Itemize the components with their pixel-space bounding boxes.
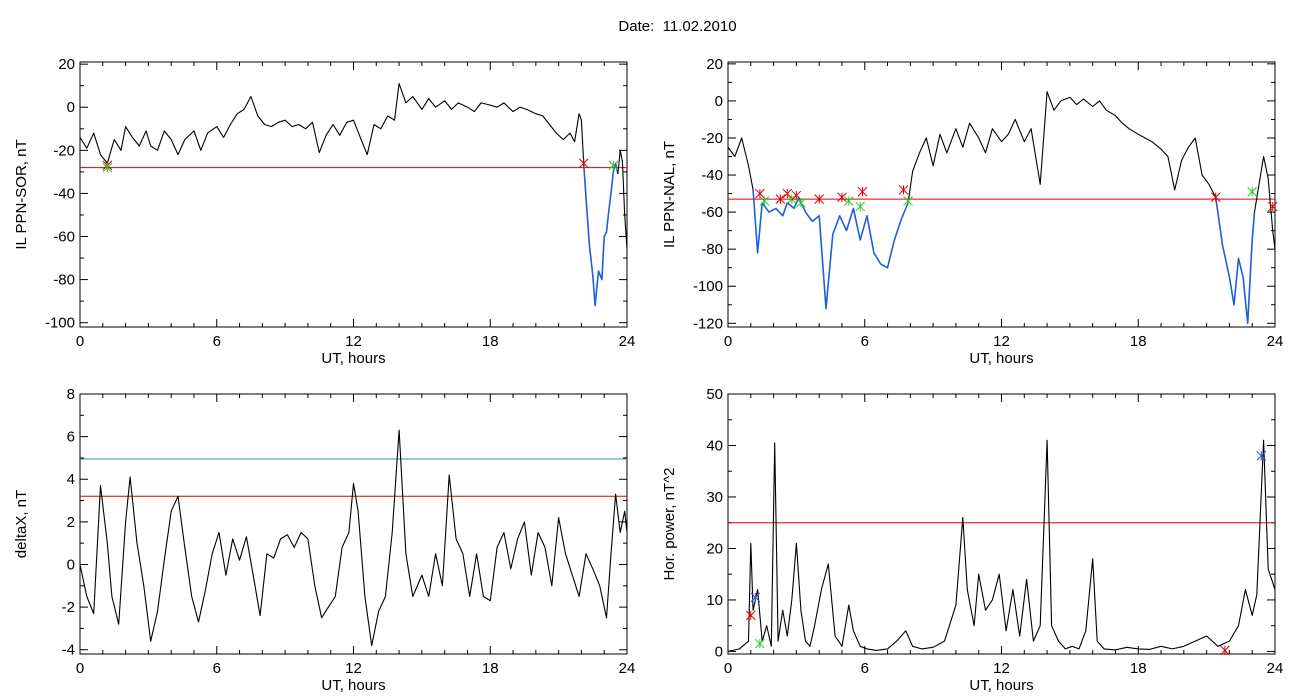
data-marker bbox=[857, 186, 868, 197]
x-tick-label: 24 bbox=[1267, 660, 1284, 677]
data-marker bbox=[1256, 450, 1267, 461]
series-line bbox=[80, 429, 627, 647]
x-tick-label: 6 bbox=[861, 660, 869, 677]
plot-frame bbox=[79, 393, 628, 655]
y-tick-label: -120 bbox=[693, 315, 723, 332]
data-marker bbox=[1210, 192, 1221, 203]
y-tick-label: 20 bbox=[706, 540, 723, 557]
y-tick-label: -60 bbox=[53, 229, 75, 246]
data-marker bbox=[814, 194, 825, 204]
data-marker bbox=[786, 194, 797, 204]
plot-frame bbox=[79, 61, 628, 328]
plot-frame bbox=[727, 393, 1276, 655]
x-tick-label: 0 bbox=[76, 333, 84, 350]
x-tick-label: 12 bbox=[345, 660, 362, 677]
y-tick-label: 6 bbox=[67, 429, 75, 446]
x-tick-label: 18 bbox=[482, 660, 499, 677]
x-tick-label: 12 bbox=[345, 333, 362, 350]
chart-panel-nal: 0 6 12 18 24 20 0 -20 -40 -60 -80 -100 -120 UT, hours… bbox=[661, 56, 1283, 367]
data-marker bbox=[837, 192, 847, 203]
y-tick-label: 30 bbox=[706, 489, 723, 506]
y-tick-label: -40 bbox=[53, 185, 75, 202]
x-axis-label: UT, hours bbox=[969, 350, 1033, 367]
data-marker bbox=[755, 638, 765, 649]
plot-frame bbox=[727, 61, 1276, 328]
series-line bbox=[582, 162, 619, 307]
data-marker bbox=[843, 196, 854, 206]
x-tick-label: 24 bbox=[619, 333, 636, 350]
x-axis-label: UT, hours bbox=[969, 677, 1033, 694]
y-tick-label: 2 bbox=[67, 514, 75, 531]
y-tick-label: -100 bbox=[45, 315, 75, 332]
x-tick-label: 18 bbox=[482, 333, 499, 350]
y-tick-label: -40 bbox=[701, 167, 723, 184]
y-tick-label: -20 bbox=[701, 130, 723, 147]
y-tick-label: 8 bbox=[67, 386, 75, 403]
x-tick-label: 6 bbox=[213, 660, 221, 677]
chart-panel-power: 0 6 12 18 24 50 40 30 20 10 0 UT, hours Hor. power, … bbox=[661, 386, 1283, 694]
page-title: Date: 11.02.2010 bbox=[618, 18, 737, 35]
data-marker bbox=[1247, 186, 1258, 197]
x-tick-label: 0 bbox=[724, 660, 732, 677]
data-marker bbox=[102, 162, 113, 173]
y-tick-label: 0 bbox=[67, 556, 75, 573]
data-marker bbox=[608, 160, 619, 171]
y-tick-label: -20 bbox=[53, 142, 75, 159]
data-marker bbox=[898, 185, 909, 195]
y-tick-label: 0 bbox=[67, 99, 75, 116]
series-line bbox=[728, 137, 754, 191]
y-axis-label: IL PPN-SOR, nT bbox=[13, 139, 30, 249]
data-marker bbox=[903, 196, 913, 206]
x-tick-label: 0 bbox=[724, 333, 732, 350]
data-marker bbox=[855, 201, 866, 212]
data-marker bbox=[775, 194, 786, 204]
y-tick-label: -80 bbox=[701, 241, 723, 258]
x-tick-label: 0 bbox=[76, 660, 84, 677]
x-axis-label: UT, hours bbox=[321, 677, 385, 694]
y-tick-label: 40 bbox=[706, 437, 723, 454]
series-line bbox=[907, 91, 1217, 203]
y-tick-label: -60 bbox=[701, 204, 723, 221]
data-marker bbox=[750, 592, 761, 603]
y-tick-label: 50 bbox=[706, 386, 723, 403]
y-tick-label: 20 bbox=[706, 56, 723, 73]
data-marker bbox=[782, 188, 793, 199]
series-line bbox=[728, 439, 1275, 652]
data-marker bbox=[796, 197, 806, 208]
y-tick-label: 0 bbox=[715, 643, 723, 660]
series-line bbox=[752, 189, 909, 310]
y-axis-label: Hor. power, nT^2 bbox=[661, 468, 678, 581]
data-marker bbox=[578, 158, 589, 169]
x-tick-label: 18 bbox=[1130, 660, 1147, 677]
x-tick-label: 24 bbox=[1267, 333, 1284, 350]
y-tick-label: 4 bbox=[67, 471, 75, 488]
y-axis-label: IL PPN-NAL, nT bbox=[661, 141, 678, 248]
x-tick-label: 18 bbox=[1130, 333, 1147, 350]
series-line bbox=[1253, 155, 1275, 250]
data-marker bbox=[759, 196, 770, 206]
chart-panel-deltax: 0 6 12 18 24 8 6 4 2 0 -2 -4 UT, hours deltaX, nT bbox=[13, 386, 635, 694]
series-line bbox=[617, 149, 627, 250]
y-tick-label: 20 bbox=[58, 56, 75, 73]
x-tick-label: 6 bbox=[861, 333, 869, 350]
y-tick-label: -100 bbox=[693, 278, 723, 295]
data-marker bbox=[1220, 645, 1230, 656]
x-tick-label: 12 bbox=[993, 333, 1010, 350]
x-tick-label: 24 bbox=[619, 660, 636, 677]
x-tick-label: 6 bbox=[213, 333, 221, 350]
y-axis-label: deltaX, nT bbox=[13, 490, 30, 558]
x-tick-label: 12 bbox=[993, 660, 1010, 677]
chart-panel-sor: 0 6 12 18 24 20 0 -20 -40 -60 -80 -100 UT, hours IL P… bbox=[13, 56, 635, 367]
y-tick-label: -2 bbox=[62, 599, 75, 616]
y-tick-label: 10 bbox=[706, 592, 723, 609]
data-marker bbox=[745, 610, 756, 621]
series-line bbox=[1214, 197, 1256, 325]
x-axis-label: UT, hours bbox=[321, 350, 385, 367]
y-tick-label: -80 bbox=[53, 272, 75, 289]
data-marker bbox=[1267, 201, 1278, 212]
series-line bbox=[80, 82, 585, 164]
y-tick-label: -4 bbox=[62, 642, 75, 659]
y-tick-label: 0 bbox=[715, 93, 723, 110]
